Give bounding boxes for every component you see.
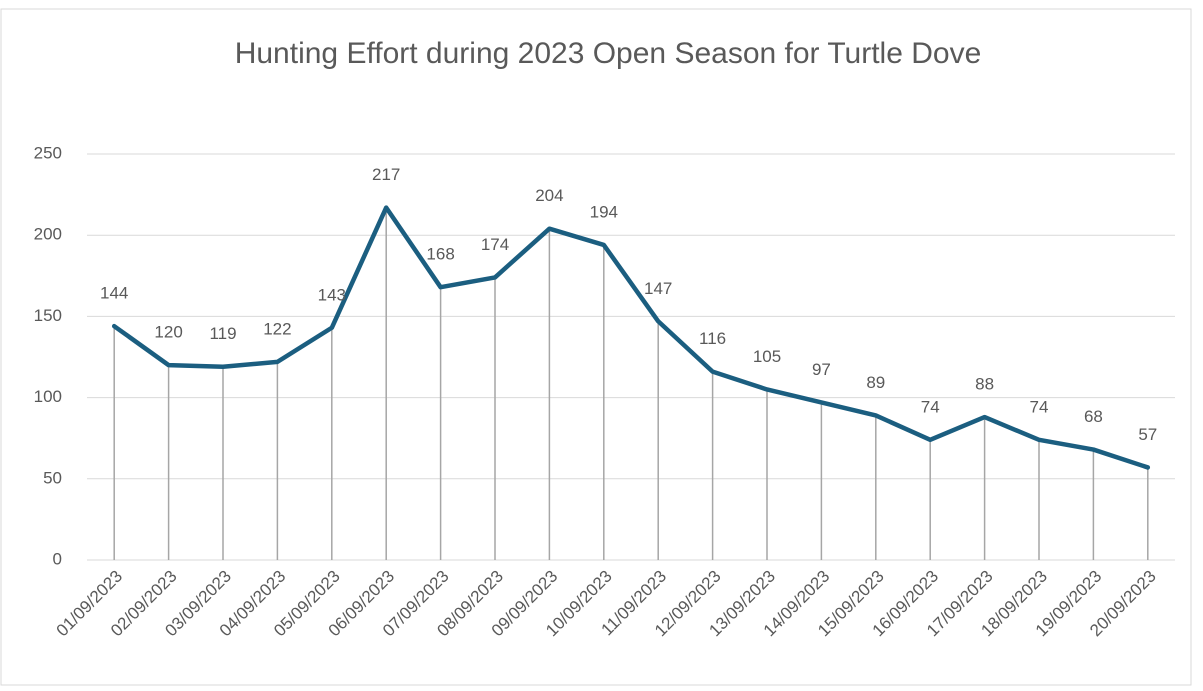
data-label: 122: [263, 319, 291, 338]
data-label: 147: [644, 279, 672, 298]
data-label: 143: [318, 285, 346, 304]
data-label: 116: [699, 329, 726, 348]
y-tick-label: 250: [34, 143, 62, 162]
chart-title: Hunting Effort during 2023 Open Season f…: [235, 37, 982, 70]
y-tick-label: 200: [34, 225, 62, 244]
data-label: 57: [1138, 425, 1157, 444]
data-label: 74: [1030, 397, 1049, 416]
chart-frame: [0, 8, 1192, 686]
data-label: 204: [535, 186, 563, 205]
y-tick-label: 0: [53, 549, 62, 568]
data-label: 68: [1084, 407, 1103, 426]
y-tick-label: 150: [34, 306, 62, 325]
series-line: [111, 205, 1151, 470]
data-label: 144: [100, 284, 128, 303]
data-label: 88: [975, 375, 994, 394]
data-label: 105: [753, 347, 781, 366]
data-label: 174: [481, 235, 509, 254]
y-tick-label: 50: [43, 468, 62, 487]
data-label: 168: [426, 245, 454, 264]
data-label: 74: [921, 397, 940, 416]
data-label: 217: [372, 165, 400, 184]
data-label: 120: [154, 323, 182, 342]
data-label: 119: [209, 324, 236, 343]
data-label: 97: [812, 360, 831, 379]
data-label: 89: [866, 373, 885, 392]
y-tick-label: 100: [34, 387, 62, 406]
data-label: 194: [590, 202, 618, 221]
